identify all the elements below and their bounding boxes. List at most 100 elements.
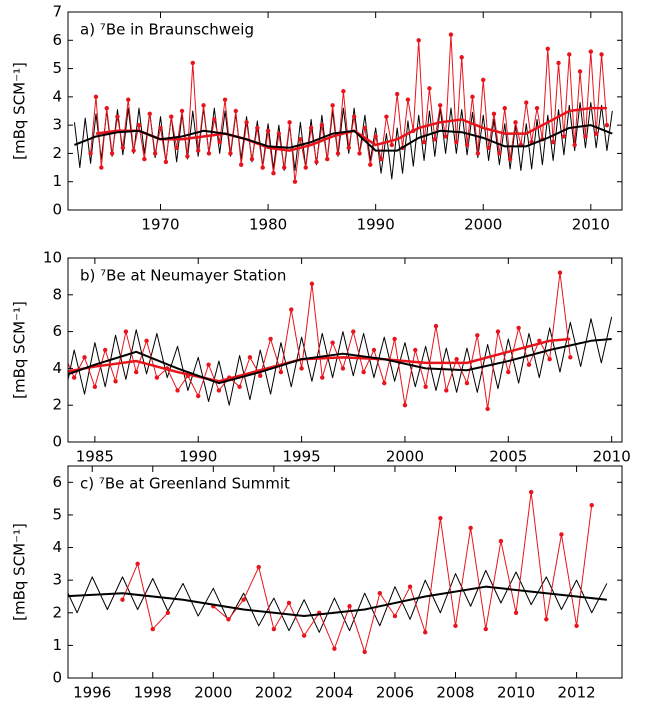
panel-title: b) ⁷Be at Neumayer Station: [80, 267, 286, 285]
data-point: [475, 333, 480, 338]
data-point: [330, 340, 335, 345]
x-tick-label: 2000: [194, 684, 232, 702]
panel-title: c) ⁷Be at Greenland Summit: [80, 475, 290, 493]
data-point: [405, 97, 411, 102]
data-point: [574, 623, 579, 629]
data-point: [557, 270, 563, 275]
y-tick-label: 10: [43, 249, 62, 267]
data-point: [82, 355, 87, 360]
data-point: [498, 538, 504, 544]
x-tick-label: 2000: [386, 448, 424, 466]
data-point: [599, 52, 604, 57]
data-point: [413, 347, 418, 353]
data-point: [589, 502, 594, 508]
series-line: [90, 34, 608, 183]
y-tick-label: 6: [52, 322, 62, 340]
data-point: [361, 369, 366, 375]
x-tick-label: 2000: [464, 216, 502, 234]
y-axis-label: [mBq SCM⁻¹]: [11, 62, 29, 160]
x-tick-label: 2004: [315, 684, 353, 702]
data-point: [201, 103, 206, 108]
data-point: [249, 156, 255, 162]
y-tick-label: 8: [52, 285, 62, 303]
data-point: [432, 137, 438, 142]
data-point: [217, 139, 222, 145]
data-point: [448, 32, 454, 37]
data-point: [150, 626, 155, 632]
y-axis-label: [mBq SCM⁻¹]: [11, 523, 29, 621]
series-line: [68, 316, 613, 406]
data-point: [92, 384, 98, 389]
plot-area: [68, 489, 608, 655]
series-line: [68, 272, 571, 410]
data-point: [206, 151, 212, 156]
data-point: [495, 329, 501, 334]
data-point: [113, 379, 118, 384]
data-point: [271, 626, 277, 632]
data-point: [547, 357, 552, 362]
data-point: [470, 94, 475, 100]
data-point: [158, 125, 163, 131]
data-point: [109, 151, 115, 156]
data-point: [131, 148, 136, 153]
x-tick-label: 2002: [255, 684, 293, 702]
panel: 0 1 2 3 4 5 6 7 1970 1980 1990 2000 2010 a) ⁷Be in Br…: [11, 3, 623, 234]
data-point: [378, 156, 384, 162]
data-point: [278, 369, 284, 375]
data-point: [237, 384, 242, 389]
y-tick-label: 1: [52, 172, 62, 190]
y-tick-label: 3: [52, 116, 62, 134]
series-line: [122, 491, 593, 653]
data-point: [238, 162, 244, 167]
data-point: [185, 154, 190, 159]
axes-frame: [67, 465, 623, 679]
series-line: [68, 569, 608, 633]
data-point: [444, 388, 449, 393]
data-point: [491, 111, 497, 117]
y-tick-label: 6: [52, 31, 62, 49]
data-point: [394, 91, 400, 97]
data-point: [103, 347, 108, 353]
data-point: [222, 97, 228, 102]
x-tick-label: 1990: [179, 448, 217, 466]
data-point: [468, 525, 473, 531]
data-point: [134, 369, 139, 375]
data-point: [572, 142, 577, 148]
data-point: [120, 597, 125, 602]
plot-area: [68, 270, 613, 412]
data-point: [384, 114, 389, 119]
data-point: [485, 406, 490, 412]
data-point: [282, 165, 287, 170]
data-point: [260, 165, 265, 170]
data-point: [567, 52, 572, 57]
data-point: [228, 151, 233, 156]
data-point: [123, 329, 129, 334]
data-point: [165, 610, 171, 615]
x-tick-label: 2010: [497, 684, 535, 702]
data-point: [126, 97, 131, 102]
data-point: [416, 38, 421, 43]
data-point: [604, 122, 610, 128]
data-point: [559, 532, 564, 537]
data-point: [534, 105, 540, 111]
data-point: [373, 134, 378, 139]
data-point: [247, 355, 253, 360]
data-point: [88, 151, 93, 156]
panel-title: a) ⁷Be in Braunschweig: [80, 21, 254, 39]
data-point: [271, 171, 276, 176]
data-point: [513, 610, 519, 615]
data-point: [268, 336, 273, 342]
data-point: [258, 373, 263, 378]
data-point: [152, 151, 158, 156]
y-tick-label: 5: [52, 59, 62, 77]
plot-area: [73, 32, 613, 184]
data-point: [497, 151, 502, 156]
data-point: [72, 375, 77, 380]
x-tick-label: 1985: [76, 448, 114, 466]
data-point: [561, 134, 567, 139]
series-line: [68, 337, 612, 385]
data-point: [287, 120, 292, 125]
data-point: [362, 125, 368, 131]
data-point: [265, 128, 271, 133]
